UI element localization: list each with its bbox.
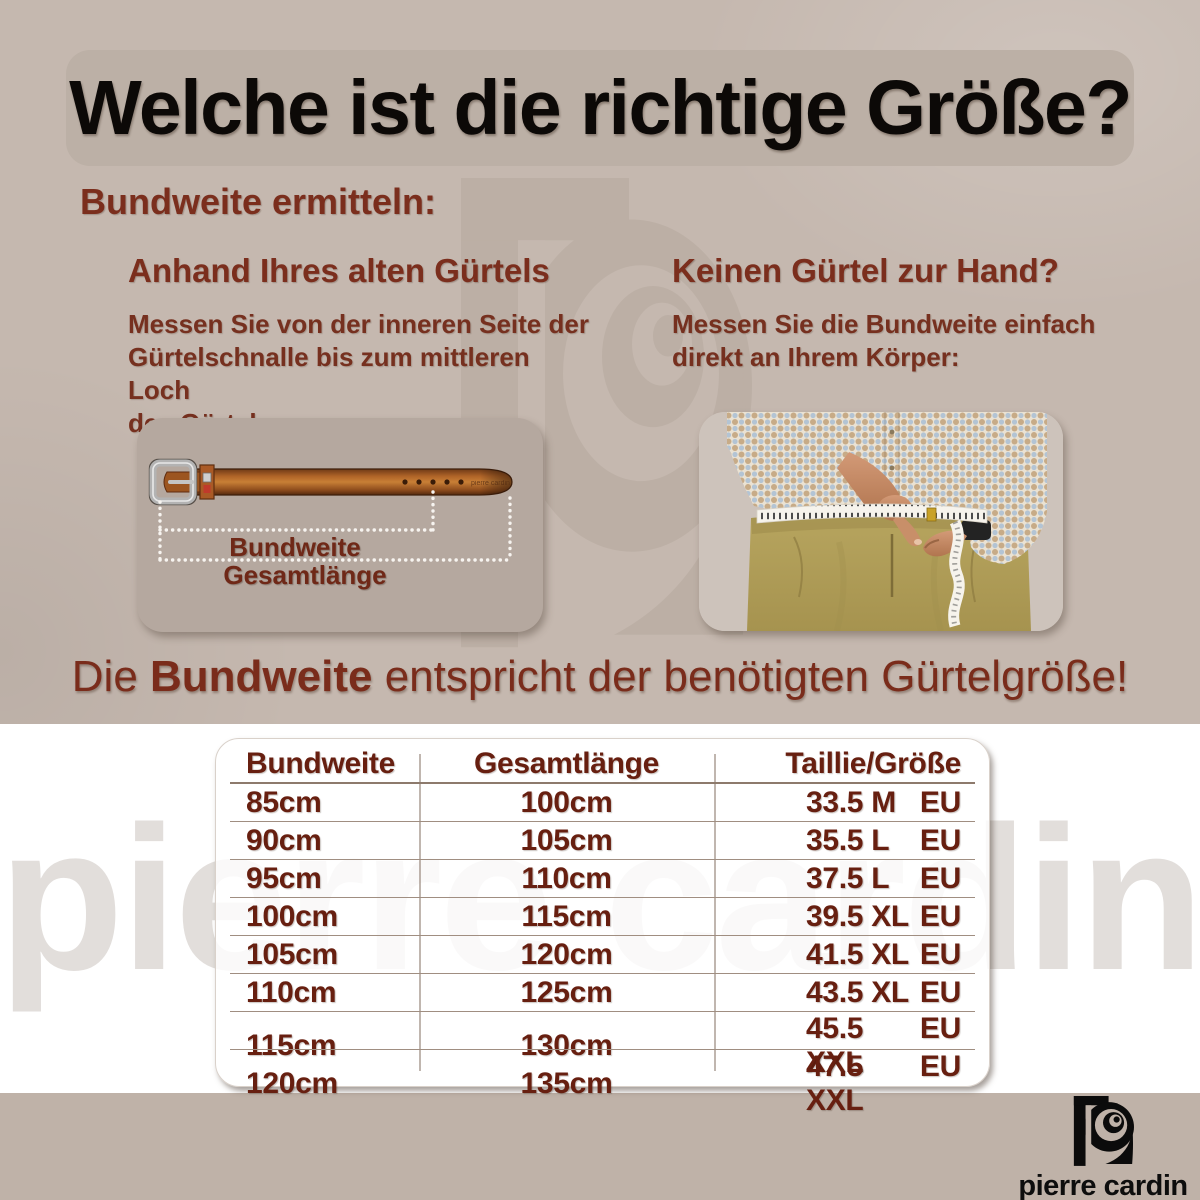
gesamtlaenge-cell: 110cm bbox=[521, 862, 612, 895]
belt-illustration: pierre cardin bbox=[148, 458, 513, 562]
method-body-description: Messen Sie die Bundweite einfach direkt … bbox=[672, 309, 1096, 372]
bundweite-cell: 120cm bbox=[246, 1067, 338, 1100]
gesamtlaenge-cell: 135cm bbox=[520, 1067, 613, 1100]
bundweite-cell: 85cm bbox=[246, 786, 322, 819]
size-table-section: pierre cardin Bundweite Gesamtlänge Tail… bbox=[0, 724, 1200, 1117]
page-title: Welche ist die richtige Größe? bbox=[69, 64, 1132, 151]
header-bundweite: Bundweite bbox=[246, 747, 395, 780]
belt-diagram-panel: pierre cardin Bundweite Gesamtlänge bbox=[137, 418, 543, 632]
size-table-row: 100cm 115cm 39.5 XL EU bbox=[216, 898, 989, 936]
gesamtlaenge-cell: 130cm bbox=[520, 1029, 613, 1062]
region-value: EU bbox=[919, 824, 961, 857]
title-banner: Welche ist die richtige Größe? bbox=[66, 50, 1134, 166]
column-divider bbox=[714, 754, 716, 1071]
taille-value: 41.5 XL bbox=[806, 938, 909, 971]
measurement-guides bbox=[158, 490, 512, 562]
gesamtlaenge-cell: 105cm bbox=[520, 824, 613, 857]
gesamtlaenge-cell: 115cm bbox=[521, 900, 612, 933]
section-heading: Bundweite ermitteln: bbox=[80, 181, 437, 222]
header-gesamtlaenge: Gesamtlänge bbox=[473, 747, 660, 780]
taille-value: 37.5 L bbox=[806, 862, 890, 895]
size-table-header-row: Bundweite Gesamtlänge Taillie/Größe bbox=[216, 744, 989, 784]
region-value: EU bbox=[919, 900, 961, 933]
taille-value: 43.5 XL bbox=[806, 976, 909, 1009]
bundweite-cell: 90cm bbox=[246, 824, 322, 857]
region-value: EU bbox=[919, 786, 961, 819]
slogan: Die Bundweite entspricht der benötigten … bbox=[0, 652, 1200, 702]
taille-value: 45.5 XXL bbox=[806, 1012, 864, 1079]
bundweite-cell: 110cm bbox=[246, 976, 337, 1009]
size-table-row: 115cm 130cm 45.5 XXL EU bbox=[216, 1012, 989, 1079]
column-divider bbox=[419, 754, 421, 1071]
brand-name: pierre cardin bbox=[1018, 1170, 1188, 1200]
size-table-row: 90cm 105cm 35.5 L EU bbox=[216, 822, 989, 860]
waist-measuring-illustration bbox=[699, 412, 1063, 631]
slogan-suffix: entspricht der benötigten Gürtelgröße! bbox=[372, 652, 1129, 701]
size-table-row: 95cm 110cm 37.5 L EU bbox=[216, 860, 989, 898]
taille-cell: 39.5 XL EU bbox=[714, 900, 991, 934]
region-value: EU bbox=[919, 1012, 961, 1045]
region-value: EU bbox=[919, 1050, 961, 1083]
measuring-photo-panel bbox=[699, 412, 1063, 631]
taille-value: 39.5 XL bbox=[806, 900, 909, 933]
taille-cell: 41.5 XL EU bbox=[714, 938, 991, 972]
bundweite-label: Bundweite bbox=[229, 532, 361, 562]
taille-cell: 47.5 XXL EU bbox=[714, 1050, 991, 1118]
gesamtlaenge-label: Gesamtlänge bbox=[223, 560, 387, 590]
slogan-prefix: Die bbox=[71, 652, 151, 701]
belt-brand-text: pierre cardin bbox=[471, 480, 510, 487]
region-value: EU bbox=[919, 938, 961, 971]
pierre-cardin-logo-icon bbox=[1073, 1096, 1134, 1166]
region-value: EU bbox=[919, 976, 961, 1009]
taille-cell: 45.5 XXL EU bbox=[714, 1012, 991, 1080]
method-body-heading: Keinen Gürtel zur Hand? bbox=[672, 252, 1059, 289]
header-taille: Taillie/Größe bbox=[785, 747, 961, 780]
size-table-row: 105cm 120cm 41.5 XL EU bbox=[216, 936, 989, 974]
bundweite-cell: 105cm bbox=[246, 938, 338, 971]
taille-value: 35.5 L bbox=[806, 824, 890, 857]
bundweite-cell: 95cm bbox=[246, 862, 322, 895]
bundweite-cell: 115cm bbox=[246, 1029, 337, 1062]
gesamtlaenge-cell: 125cm bbox=[520, 976, 613, 1009]
taille-value: 33.5 M bbox=[806, 786, 896, 819]
size-table-row: 120cm 135cm 47.5 XXL EU bbox=[216, 1050, 989, 1117]
taille-value: 47.5 XXL bbox=[806, 1050, 864, 1117]
gesamtlaenge-cell: 120cm bbox=[520, 938, 613, 971]
top-section: Welche ist die richtige Größe? Bundweite… bbox=[0, 0, 1200, 724]
size-table-rows: 85cm 100cm 33.5 M EU 90cm 105cm 35.5 L E… bbox=[216, 784, 989, 1117]
slogan-highlight: Bundweite bbox=[150, 652, 373, 701]
size-table-row: 85cm 100cm 33.5 M EU bbox=[216, 784, 989, 822]
brand-block: pierre cardin bbox=[1014, 1096, 1192, 1200]
gesamtlaenge-cell: 100cm bbox=[520, 786, 613, 819]
size-table-row: 110cm 125cm 43.5 XL EU bbox=[216, 974, 989, 1012]
region-value: EU bbox=[919, 862, 961, 895]
taille-cell: 37.5 L EU bbox=[714, 862, 991, 896]
taille-cell: 43.5 XL EU bbox=[714, 976, 991, 1010]
footer-strip: pierre cardin bbox=[0, 1093, 1200, 1200]
taille-cell: 35.5 L EU bbox=[714, 824, 991, 858]
bundweite-cell: 100cm bbox=[246, 900, 338, 933]
method-belt-heading: Anhand Ihres alten Gürtels bbox=[128, 252, 550, 289]
taille-cell: 33.5 M EU bbox=[714, 786, 991, 820]
size-table: Bundweite Gesamtlänge Taillie/Größe 85cm… bbox=[215, 738, 990, 1117]
